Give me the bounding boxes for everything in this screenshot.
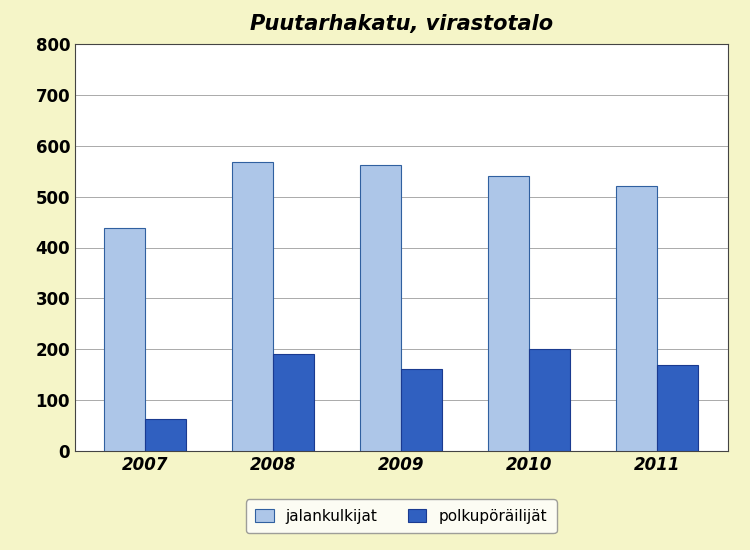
Bar <box>273 354 314 451</box>
Bar <box>104 228 146 451</box>
Bar <box>488 176 530 451</box>
Bar <box>530 349 570 451</box>
Bar <box>232 162 273 451</box>
Bar <box>360 165 401 451</box>
Legend: jalankulkijat, polkupöräilijät: jalankulkijat, polkupöräilijät <box>246 499 556 533</box>
Bar <box>401 369 442 451</box>
Bar <box>657 365 698 451</box>
Bar <box>616 186 657 451</box>
Bar <box>146 420 186 451</box>
Title: Puutarhakatu, virastotalo: Puutarhakatu, virastotalo <box>250 14 553 34</box>
